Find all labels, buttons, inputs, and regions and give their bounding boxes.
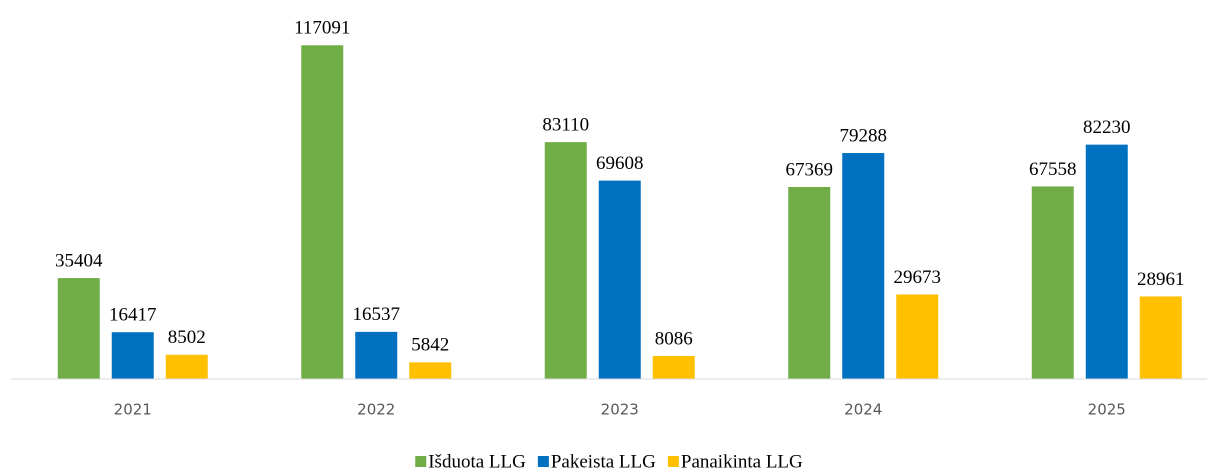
data-label: 83110 [542,114,589,135]
data-label: 16417 [109,305,157,326]
legend-swatch [667,456,679,467]
data-label: 16537 [353,304,401,325]
bar [1031,186,1074,379]
bar [355,331,398,379]
data-label: 69608 [596,153,644,174]
data-label: 8086 [655,328,693,349]
data-label: 35404 [55,250,103,271]
bar [301,45,344,379]
legend: Išduota LLG Pakeista LLG Panaikinta LLG [415,451,803,472]
x-tick-label: 2022 [357,401,395,419]
legend-label: Pakeista LLG [551,451,656,472]
bar [165,354,208,379]
legend-swatch [537,456,549,467]
data-label: 82230 [1083,117,1131,138]
data-label: 8502 [168,327,206,348]
data-label: 29673 [894,267,942,288]
legend-label: Panaikinta LLG [681,451,803,472]
data-label: 67369 [786,159,834,180]
data-label: 117091 [294,18,350,39]
bar [842,153,885,379]
x-tick-label: 2023 [601,401,639,419]
bar [598,180,641,379]
bar [57,278,100,379]
bar [544,142,587,379]
x-tick-label: 2021 [114,401,152,419]
bar [1085,144,1128,379]
bar [1139,296,1182,379]
bar [652,355,695,379]
bar [111,332,154,379]
data-label: 67558 [1029,159,1077,180]
legend-swatch [415,456,427,467]
bar [788,186,831,379]
bar [896,294,939,379]
legend-label: Išduota LLG [428,451,526,472]
bar [409,362,452,379]
x-tick-label: 2025 [1088,401,1126,419]
data-label: 79288 [840,125,888,146]
data-label: 28961 [1137,269,1185,290]
data-label: 5842 [411,335,449,356]
x-tick-label: 2024 [844,401,882,419]
